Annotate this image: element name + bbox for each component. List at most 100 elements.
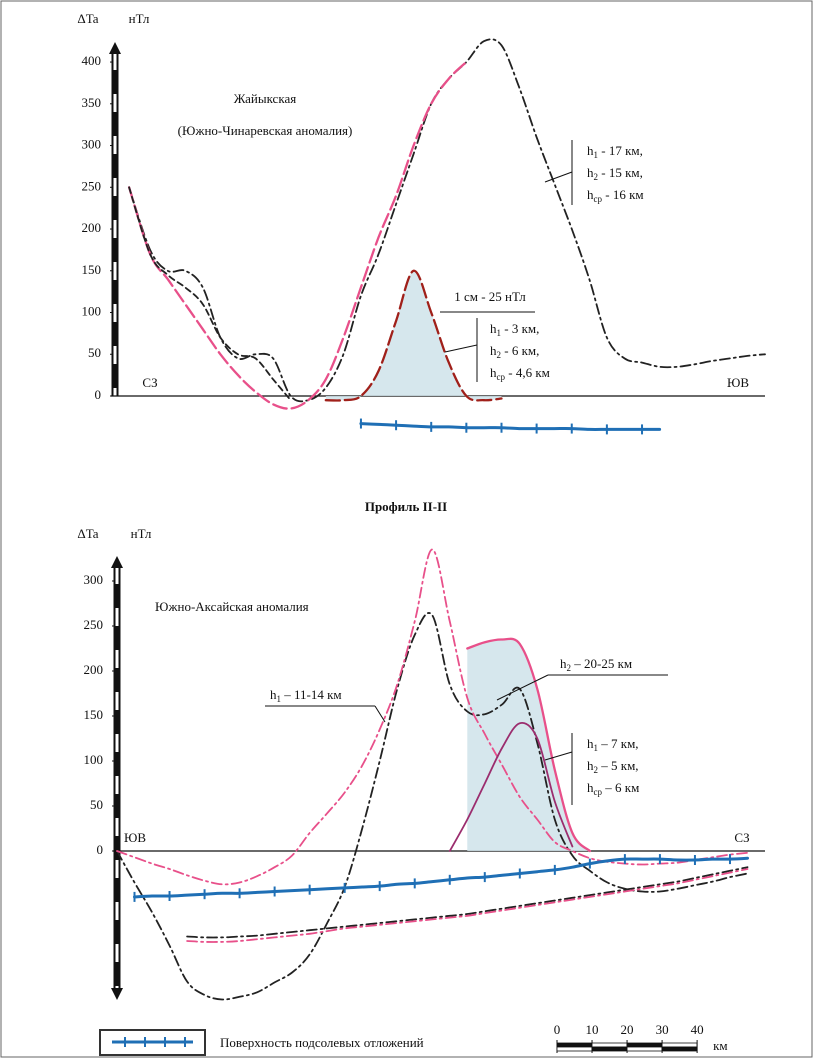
y-axis	[109, 42, 121, 396]
h-subscript: 1	[594, 743, 599, 753]
series-line	[448, 721, 574, 852]
scale-tick-label: 20	[621, 1022, 634, 1037]
axis-arrow	[111, 556, 123, 568]
y-axis-unit: нТл	[129, 11, 150, 26]
scale-tick-label: 30	[656, 1022, 669, 1037]
leader	[544, 751, 573, 761]
leader	[374, 705, 386, 723]
scale-segment	[626, 1042, 663, 1048]
y-tick-label: 100	[82, 303, 102, 318]
h-label: h1 - 17 км,	[587, 143, 643, 160]
y-tick-label: 50	[88, 345, 101, 360]
y-tick-label: 100	[84, 752, 104, 767]
series-line	[324, 269, 503, 402]
series-line	[133, 856, 749, 899]
h-subscript: 2	[594, 765, 599, 775]
h-label: hср - 16 км	[587, 187, 644, 204]
h-text: – 11-14 км	[281, 687, 342, 702]
scale-tick-label: 10	[586, 1022, 599, 1037]
leader	[544, 171, 573, 183]
y-tick-label: 0	[97, 842, 104, 857]
scale-tick-label: 40	[691, 1022, 704, 1037]
series-line	[128, 186, 292, 402]
series-line	[186, 868, 749, 943]
scale-segment	[661, 1046, 698, 1052]
h-text: - 3 км,	[501, 321, 539, 336]
h-text: – 5 км,	[598, 758, 639, 773]
y-axis-label: ΔTa	[77, 526, 98, 541]
h-symbol: h	[587, 736, 594, 751]
h-label: h1 – 11-14 км	[270, 687, 342, 704]
series-line	[466, 637, 592, 853]
h-text: - 15 км,	[598, 165, 643, 180]
end-label: СЗ	[734, 830, 749, 845]
scale-segment	[556, 1046, 593, 1052]
h-subscript: 1	[594, 150, 599, 160]
h-text: – 20-25 км	[571, 656, 632, 671]
h-label: h1 - 3 км,	[490, 321, 539, 338]
y-tick-label: 200	[82, 220, 102, 235]
chart-title: Профиль II-II	[365, 499, 447, 514]
h-symbol: h	[490, 321, 497, 336]
h-symbol: h	[587, 780, 594, 795]
legend-label: Поверхность подсолевых отложений	[220, 1035, 424, 1050]
h-subscript: 2	[567, 663, 572, 673]
annotation: Южно-Аксайская аномалия	[155, 599, 309, 614]
h-text: – 6 км	[602, 780, 639, 795]
y-axis-label: ΔTa	[77, 11, 98, 26]
y-tick-label: 250	[84, 617, 104, 632]
y-tick-label: 250	[82, 178, 102, 193]
h-label: hср - 4,6 км	[490, 365, 550, 382]
y-axis-unit: нТл	[131, 526, 152, 541]
h-subscript: ср	[497, 372, 506, 382]
h-subscript: 2	[594, 172, 599, 182]
y-tick-label: 300	[84, 572, 104, 587]
series-line	[359, 422, 662, 431]
scale-segment	[661, 1042, 698, 1048]
leader	[444, 344, 478, 353]
start-label: СЗ	[142, 375, 157, 390]
h-subscript: 1	[497, 328, 502, 338]
scale-tick-label: 0	[554, 1022, 561, 1037]
shaded-area	[325, 270, 502, 401]
h-symbol: h	[587, 143, 594, 158]
h-label: h1 – 7 км,	[587, 736, 639, 753]
y-tick-label: 0	[95, 387, 102, 402]
y-tick-label: 200	[84, 662, 104, 677]
scale-segment	[591, 1046, 628, 1052]
h-label: h2 - 6 км,	[490, 343, 539, 360]
h-label: h2 – 5 км,	[587, 758, 639, 775]
h-symbol: h	[560, 656, 567, 671]
y-tick-label: 150	[84, 707, 104, 722]
h-symbol: h	[587, 758, 594, 773]
h-symbol: h	[587, 187, 594, 202]
legend: Поверхность подсолевых отложений	[99, 1029, 424, 1056]
h-text: - 16 км	[602, 187, 644, 202]
series-line	[127, 60, 468, 410]
y-tick-label: 350	[82, 95, 102, 110]
scale-unit: км	[713, 1038, 728, 1053]
h-label: h2 – 20-25 км	[560, 656, 632, 673]
series-line	[186, 866, 749, 939]
h-subscript: 2	[497, 350, 502, 360]
h-subscript: ср	[594, 787, 603, 797]
y-axis	[111, 556, 123, 1000]
h-symbol: h	[490, 365, 497, 380]
scale-bar: 0 10 20 30 40 км	[554, 1022, 728, 1053]
start-label: ЮВ	[124, 830, 146, 845]
y-tick-label: 50	[90, 797, 103, 812]
h-symbol: h	[270, 687, 277, 702]
axis-arrow	[109, 42, 121, 54]
h-text: – 7 км,	[598, 736, 639, 751]
annotation: 1 см - 25 нТл	[454, 289, 526, 304]
leader	[496, 674, 549, 701]
annotation: Жайыкская	[234, 91, 296, 106]
annotation: (Южно-Чинаревская аномалия)	[178, 123, 353, 138]
h-text: - 6 км,	[501, 343, 539, 358]
y-tick-label: 400	[82, 53, 102, 68]
h-symbol: h	[587, 165, 594, 180]
scale-segment	[591, 1042, 628, 1048]
